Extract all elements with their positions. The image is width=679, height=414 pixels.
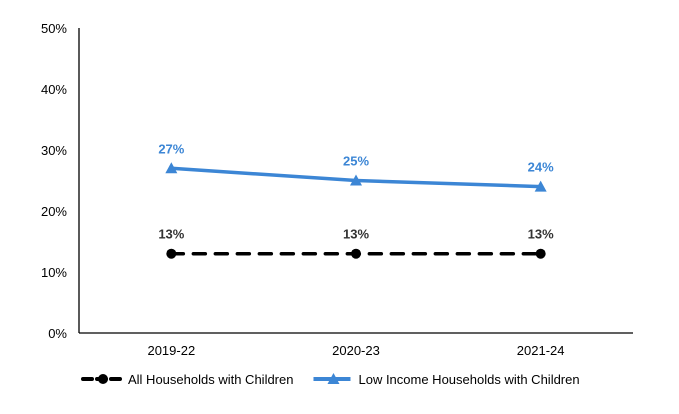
x-tick-label: 2021-24 [517, 343, 565, 358]
x-tick-label: 2019-22 [147, 343, 195, 358]
y-tick-label: 0% [48, 326, 67, 341]
data-point [351, 248, 361, 259]
y-tick-label: 50% [41, 21, 67, 36]
y-tick-label: 10% [41, 265, 67, 280]
legend-label: Low Income Households with Children [358, 372, 579, 387]
y-tick-label: 30% [41, 143, 67, 158]
legend-marker [98, 374, 108, 384]
legend-label: All Households with Children [128, 372, 293, 387]
data-point [534, 180, 547, 192]
data-label: 13% [528, 227, 554, 242]
data-label: 24% [528, 160, 554, 175]
data-point [350, 174, 362, 186]
y-tick-label: 40% [41, 82, 67, 97]
data-label: 25% [343, 154, 369, 169]
legend-marker [327, 373, 340, 384]
data-point [535, 248, 546, 259]
data-label: 13% [343, 227, 369, 242]
data-point [166, 248, 177, 259]
data-label: 27% [158, 141, 184, 156]
data-point [165, 162, 178, 174]
x-tick-label: 2020-23 [332, 343, 380, 358]
y-tick-label: 20% [41, 204, 67, 219]
data-label: 13% [158, 227, 184, 242]
